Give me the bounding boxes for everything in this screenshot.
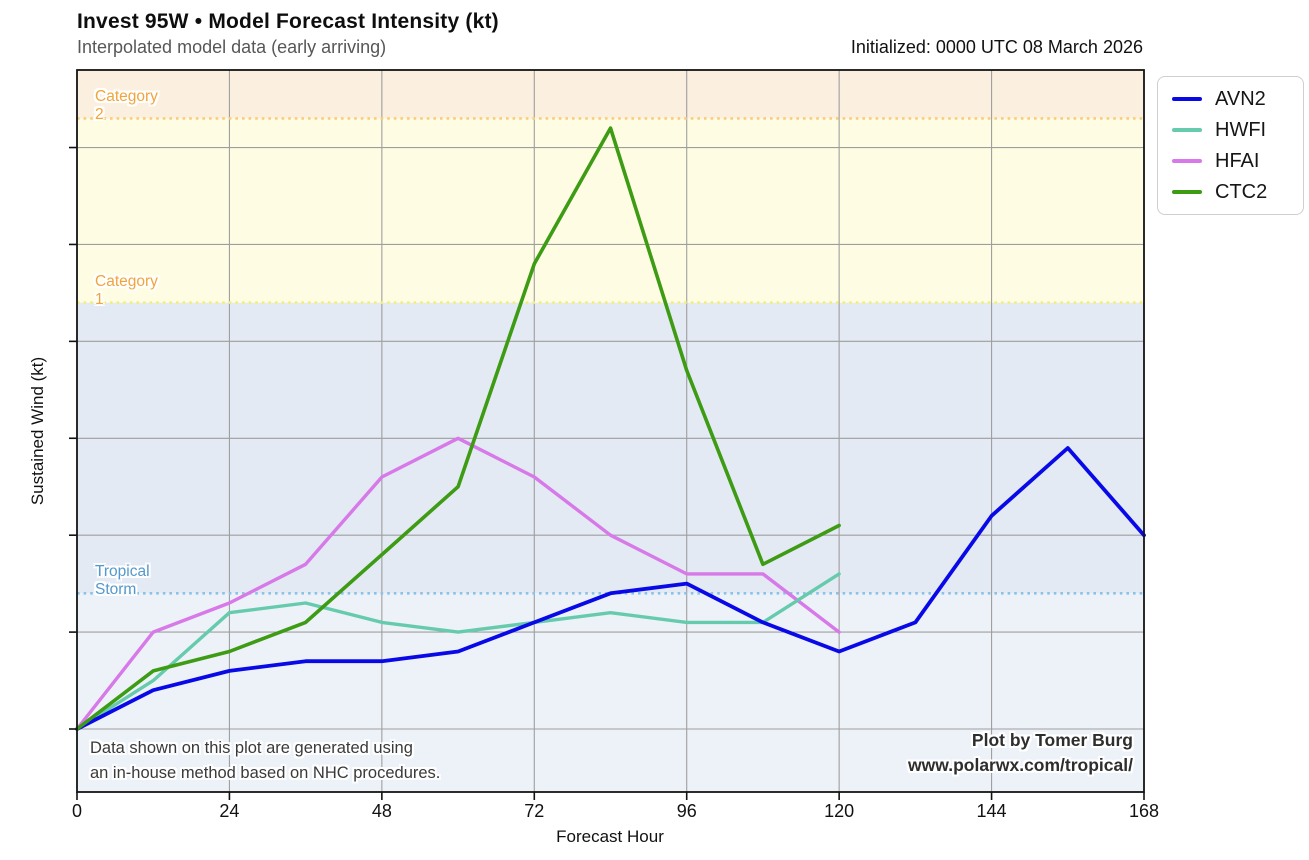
legend-swatch-AVN2 xyxy=(1172,97,1202,101)
band-label-tropical-storm: Tropical Storm xyxy=(95,563,150,599)
initialization-time: Initialized: 0000 UTC 08 March 2026 xyxy=(850,37,1143,57)
x-tick-label: 0 xyxy=(71,801,83,821)
band-label-category-2: Category 2 xyxy=(95,88,158,124)
band-base xyxy=(77,593,1144,792)
legend-label-HWFI: HWFI xyxy=(1215,118,1267,141)
x-tick-label: 72 xyxy=(524,801,545,821)
band-category-1 xyxy=(77,118,1144,303)
legend-label-AVN2: AVN2 xyxy=(1215,87,1266,110)
band-category-2 xyxy=(77,70,1144,119)
method-annotation: Data shown on this plot are generated us… xyxy=(90,739,441,782)
y-axis-title: Sustained Wind (kt) xyxy=(28,356,47,506)
legend-swatch-CTC2 xyxy=(1172,190,1202,194)
legend-item-HFAI: HFAI xyxy=(1172,150,1289,172)
credit: Plot by Tomer Burg www.polarwx.com/tropi… xyxy=(908,728,1133,778)
series-line-AVN2 xyxy=(75,446,1146,731)
x-tick-label: 24 xyxy=(219,801,240,821)
legend-item-AVN2: AVN2 xyxy=(1172,88,1289,110)
series-line-HFAI xyxy=(75,436,841,731)
legend-swatch-HFAI xyxy=(1172,159,1202,163)
x-tick-label: 48 xyxy=(371,801,392,821)
series-line-CTC2 xyxy=(75,126,841,731)
series-line-HWFI xyxy=(75,572,841,731)
band-tropical-storm xyxy=(77,302,1144,594)
x-axis-title: Forecast Hour xyxy=(556,827,664,846)
page-subtitle: Interpolated model data (early arriving) xyxy=(77,37,387,57)
page-title: Invest 95W • Model Forecast Intensity (k… xyxy=(77,10,499,33)
legend-label-HFAI: HFAI xyxy=(1215,149,1260,172)
x-tick-label: 120 xyxy=(824,801,855,821)
legend-swatch-HWFI xyxy=(1172,128,1202,132)
legend-item-CTC2: CTC2 xyxy=(1172,181,1289,203)
plot-border xyxy=(76,69,1145,793)
legend-item-HWFI: HWFI xyxy=(1172,119,1289,141)
legend-label-CTC2: CTC2 xyxy=(1215,180,1268,203)
x-tick-label: 144 xyxy=(976,801,1007,821)
x-tick-label: 168 xyxy=(1128,801,1160,821)
credit-url: www.polarwx.com/tropical/ xyxy=(908,755,1133,775)
legend: AVN2 HWFI HFAI CTC2 xyxy=(1157,76,1304,215)
x-tick-label: 96 xyxy=(676,801,697,821)
credit-author: Plot by Tomer Burg xyxy=(971,730,1133,750)
band-label-category-1: Category 1 xyxy=(95,272,158,308)
